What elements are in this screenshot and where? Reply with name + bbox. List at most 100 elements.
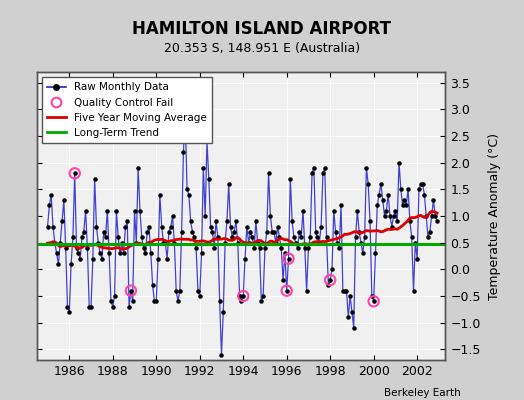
Point <box>67 261 75 267</box>
Point <box>424 234 432 240</box>
Point <box>103 208 112 214</box>
Point <box>78 234 86 240</box>
Point <box>235 293 244 299</box>
Point <box>184 192 193 198</box>
Point <box>74 250 83 256</box>
Point <box>230 229 238 235</box>
Point <box>380 213 389 219</box>
Point <box>281 250 289 256</box>
Point <box>286 176 294 182</box>
Point <box>165 229 173 235</box>
Point <box>128 298 137 304</box>
Point <box>134 165 143 171</box>
Point <box>335 245 343 251</box>
Point <box>265 170 273 176</box>
Point <box>301 245 309 251</box>
Point <box>297 234 305 240</box>
Point <box>391 208 400 214</box>
Point <box>215 298 224 304</box>
Point <box>337 202 345 208</box>
Point <box>333 240 342 246</box>
Point <box>148 282 157 288</box>
Point <box>378 197 387 203</box>
Point <box>406 218 414 224</box>
Point <box>87 304 95 310</box>
Point <box>204 176 213 182</box>
Point <box>398 202 407 208</box>
Point <box>91 176 99 182</box>
Point <box>210 245 219 251</box>
Point <box>139 245 148 251</box>
Point <box>395 160 403 166</box>
Point <box>130 208 139 214</box>
Point <box>178 229 186 235</box>
Point <box>143 229 151 235</box>
Point <box>51 240 59 246</box>
Point <box>145 224 153 230</box>
Point <box>49 224 57 230</box>
Point <box>114 234 123 240</box>
Point <box>105 250 113 256</box>
Point <box>415 186 423 192</box>
Point <box>241 256 249 262</box>
Point <box>89 256 97 262</box>
Point <box>288 218 297 224</box>
Point <box>326 277 334 283</box>
Point <box>358 250 367 256</box>
Point <box>315 240 323 246</box>
Point <box>141 250 149 256</box>
Point <box>339 288 347 294</box>
Point <box>342 288 351 294</box>
Point <box>163 256 171 262</box>
Point <box>127 288 135 294</box>
Point <box>107 298 115 304</box>
Point <box>97 256 106 262</box>
Point <box>112 208 121 214</box>
Point <box>255 245 264 251</box>
Point <box>330 208 338 214</box>
Point <box>154 256 162 262</box>
Point <box>176 288 184 294</box>
Point <box>56 240 64 246</box>
Point <box>324 282 333 288</box>
Point <box>217 352 226 358</box>
Point <box>362 165 370 171</box>
Point <box>194 288 202 294</box>
Point <box>239 293 247 299</box>
Point <box>346 293 354 299</box>
Point <box>125 304 133 310</box>
Point <box>123 218 132 224</box>
Point <box>302 288 311 294</box>
Point <box>96 250 104 256</box>
Point <box>81 208 90 214</box>
Point <box>366 218 374 224</box>
Point <box>234 240 242 246</box>
Point <box>285 256 293 262</box>
Point <box>299 208 307 214</box>
Point <box>116 250 124 256</box>
Point <box>322 234 331 240</box>
Point <box>252 218 260 224</box>
Point <box>232 218 240 224</box>
Point <box>352 234 360 240</box>
Point <box>317 224 325 230</box>
Point <box>310 165 318 171</box>
Point <box>311 229 320 235</box>
Text: Berkeley Earth: Berkeley Earth <box>385 388 461 398</box>
Point <box>201 213 210 219</box>
Point <box>119 250 128 256</box>
Point <box>344 314 353 320</box>
Point <box>183 186 191 192</box>
Legend: Raw Monthly Data, Quality Control Fail, Five Year Moving Average, Long-Term Tren: Raw Monthly Data, Quality Control Fail, … <box>42 77 212 143</box>
Point <box>402 202 410 208</box>
Point <box>261 245 269 251</box>
Point <box>174 298 182 304</box>
Point <box>206 224 215 230</box>
Point <box>52 250 61 256</box>
Point <box>223 218 231 224</box>
Point <box>61 245 70 251</box>
Point <box>108 304 117 310</box>
Point <box>92 224 101 230</box>
Point <box>54 261 62 267</box>
Point <box>282 288 291 294</box>
